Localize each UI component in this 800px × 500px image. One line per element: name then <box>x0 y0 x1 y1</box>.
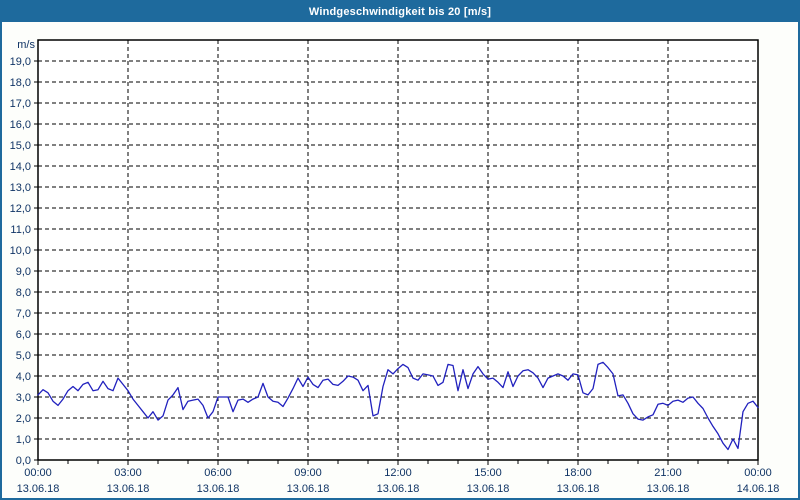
x-tick-date-label: 13.06.18 <box>557 483 600 495</box>
y-tick-label: 6,0 <box>16 329 31 341</box>
y-tick-label: 17,0 <box>10 98 31 110</box>
y-tick-label: 18,0 <box>10 77 31 89</box>
y-tick-label: 19,0 <box>10 56 31 68</box>
x-tick-date-label: 13.06.18 <box>377 483 420 495</box>
y-tick-label: 7,0 <box>16 308 31 320</box>
wind-speed-chart: 0,0 1,0 2,0 3,0 4,0 5,0 6,0 7,0 8,0 9,0 10,0 11,0 12… <box>10 39 780 495</box>
y-tick-label: 16,0 <box>10 119 31 131</box>
x-tick-date-label: 13.06.18 <box>197 483 240 495</box>
x-tick-time-label: 03:00 <box>114 467 142 479</box>
x-tick-date-label: 13.06.18 <box>467 483 510 495</box>
y-tick-label: 1,0 <box>16 434 31 446</box>
y-tick-label: 9,0 <box>16 266 31 278</box>
y-tick-label: 13,0 <box>10 182 31 194</box>
x-tick-time-label: 18:00 <box>564 467 592 479</box>
y-tick-label: 15,0 <box>10 140 31 152</box>
y-tick-label: 5,0 <box>16 350 31 362</box>
x-tick-time-label: 00:00 <box>24 467 52 479</box>
plot-border <box>37 39 759 461</box>
x-tick-time-label: 21:00 <box>654 467 682 479</box>
x-tick-time-label: 00:00 <box>744 467 772 479</box>
x-tick-date-label: 14.06.18 <box>737 483 780 495</box>
axis-unit-label: m/s <box>17 39 35 51</box>
y-tick-label: 0,0 <box>16 455 31 467</box>
x-tick-date-label: 13.06.18 <box>647 483 690 495</box>
y-tick-label: 10,0 <box>10 245 31 257</box>
y-tick-label: 8,0 <box>16 287 31 299</box>
y-tick-label: 12,0 <box>10 203 31 215</box>
x-tick-date-label: 13.06.18 <box>287 483 330 495</box>
x-tick-time-label: 09:00 <box>294 467 322 479</box>
chart-title: Windgeschwindigkeit bis 20 [m/s] <box>308 6 492 18</box>
x-tick-time-label: 15:00 <box>474 467 502 479</box>
chart-area: 0,0 1,0 2,0 3,0 4,0 5,0 6,0 7,0 8,0 9,0 10,0 11,0 12… <box>2 22 798 498</box>
wind-speed-series-line <box>37 361 759 451</box>
x-tick-time-label: 12:00 <box>384 467 412 479</box>
y-tick-label: 11,0 <box>10 224 31 236</box>
y-tick-label: 2,0 <box>16 413 31 425</box>
y-tick-label: 14,0 <box>10 161 31 173</box>
x-tick-time-label: 06:00 <box>204 467 232 479</box>
y-tick-label: 3,0 <box>16 392 31 404</box>
title-bar: Windgeschwindigkeit bis 20 [m/s] <box>2 2 798 22</box>
x-tick-date-label: 13.06.18 <box>107 483 150 495</box>
x-tick-date-label: 13.06.18 <box>17 483 60 495</box>
y-tick-label: 4,0 <box>16 371 31 383</box>
